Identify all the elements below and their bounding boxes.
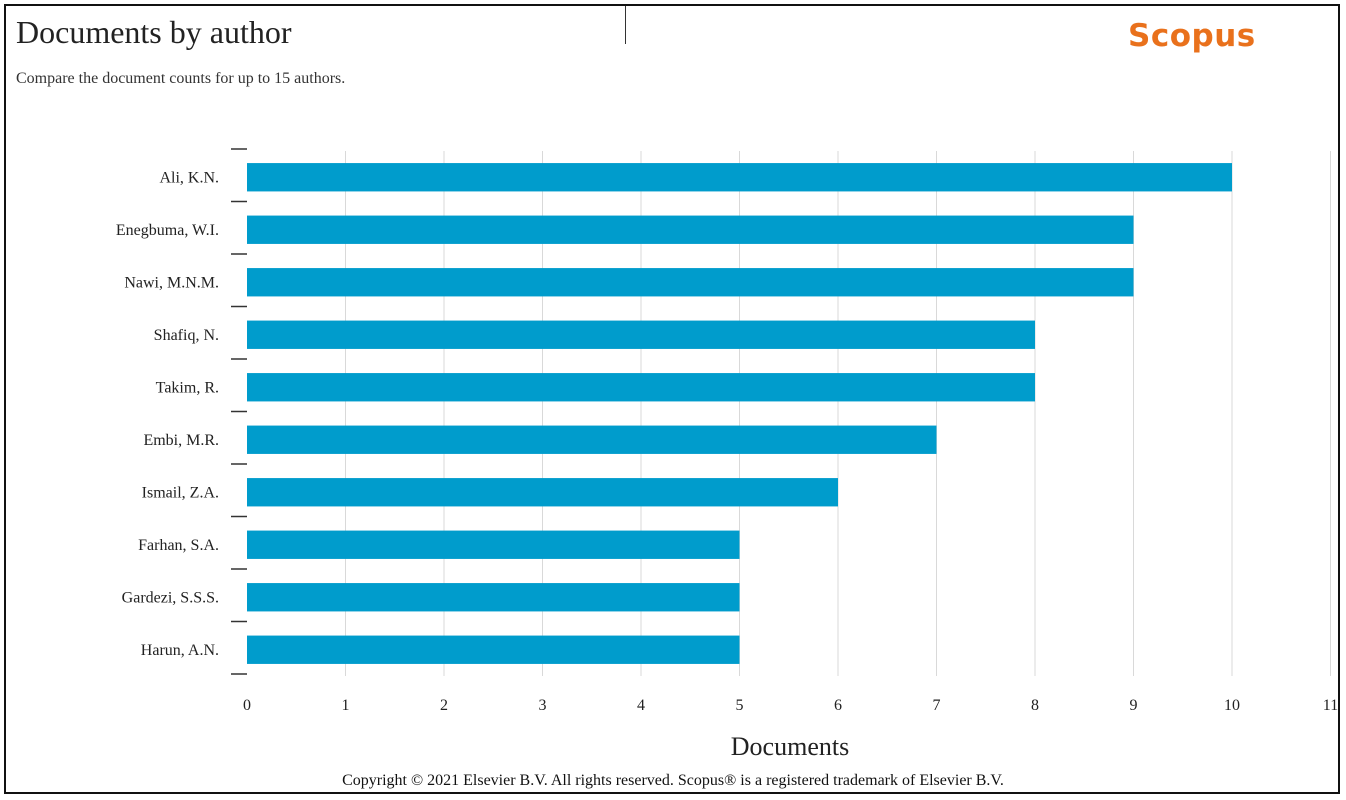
bar-chart: Ali, K.N. Enegbuma, W.I. Nawi, M.N.M. Shafi…: [116, 148, 1338, 761]
category-label: Gardezi, S.S.S.: [122, 589, 219, 606]
category-label: Ismail, Z.A.: [142, 484, 219, 501]
category-label: Nawi, M.N.M.: [124, 274, 219, 291]
x-tick-label: 2: [440, 697, 448, 714]
x-tick-label: 9: [1130, 697, 1138, 714]
category-label: Embi, M.R.: [143, 432, 219, 449]
x-tick-label: 1: [342, 697, 350, 714]
chart-subtitle: Compare the document counts for up to 15…: [16, 70, 346, 87]
bar: [247, 215, 1134, 244]
text-cursor: [625, 6, 626, 44]
x-tick-label: 7: [933, 697, 941, 714]
bar: [247, 425, 937, 454]
category-label: Farhan, S.A.: [138, 537, 219, 554]
x-tick-label: 11: [1323, 697, 1338, 714]
bar: [247, 478, 838, 507]
category-label: Ali, K.N.: [159, 169, 219, 186]
x-tick-label: 4: [637, 697, 645, 714]
x-tick-label: 0: [243, 697, 251, 714]
bar: [247, 583, 740, 612]
x-tick-label: 8: [1031, 697, 1039, 714]
bar: [247, 635, 740, 664]
bar: [247, 320, 1035, 349]
x-tick-label: 5: [736, 697, 744, 714]
chart-title: Documents by author: [16, 14, 292, 50]
category-labels: Ali, K.N. Enegbuma, W.I. Nawi, M.N.M. Shafi…: [116, 169, 219, 659]
category-label: Shafiq, N.: [154, 327, 219, 344]
x-tick-label: 10: [1224, 697, 1240, 714]
x-axis-ticks: 0 1 2 3 4 5 6 7 8 9 10 11: [243, 697, 1338, 714]
x-tick-label: 3: [539, 697, 547, 714]
category-label: Takim, R.: [156, 379, 219, 396]
category-label: Harun, A.N.: [141, 642, 219, 659]
bar: [247, 373, 1035, 402]
copyright-notice: Copyright © 2021 Elsevier B.V. All right…: [342, 772, 1004, 789]
bar: [247, 163, 1232, 192]
bars: [247, 163, 1232, 664]
bar: [247, 268, 1134, 297]
x-tick-label: 6: [834, 697, 842, 714]
category-axis: [231, 148, 247, 675]
x-axis-title: Documents: [731, 732, 849, 761]
scopus-logo: Scopus: [1128, 18, 1256, 54]
category-label: Enegbuma, W.I.: [116, 222, 219, 239]
bar: [247, 530, 740, 559]
